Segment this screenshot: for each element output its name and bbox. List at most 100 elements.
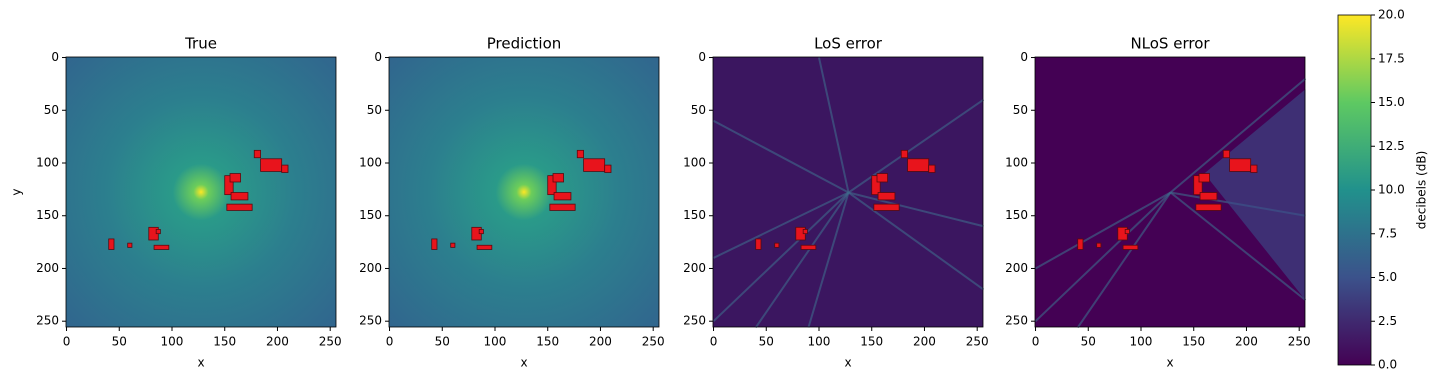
error-streak [1076, 191, 1172, 329]
building [281, 164, 289, 173]
y-axis-label: y [10, 188, 24, 195]
x-tick-label: 150 [213, 335, 236, 349]
error-streak [1169, 191, 1307, 301]
error-streak [713, 191, 849, 259]
y-tick-label: 50 [44, 103, 59, 117]
building [802, 229, 808, 235]
y-tick-label: 150 [683, 208, 706, 222]
x-tick-label: 50 [1081, 335, 1096, 349]
y-tick-label: 100 [683, 155, 706, 169]
building [153, 244, 170, 250]
building [553, 192, 572, 201]
heatmap-image [389, 57, 659, 327]
x-tick-label: 200 [589, 335, 612, 349]
building [1250, 164, 1258, 173]
panel-title: True [184, 35, 217, 53]
y-tick-label: 150 [36, 208, 59, 222]
building [547, 175, 557, 196]
building [907, 158, 930, 172]
x-tick-label: 250 [1288, 335, 1311, 349]
building [871, 175, 881, 196]
building [928, 164, 936, 173]
building [476, 244, 493, 250]
x-tick-label: 250 [966, 335, 989, 349]
y-tick-label: 50 [1013, 103, 1028, 117]
y-tick-label: 250 [359, 314, 382, 328]
x-axis-label: x [1166, 356, 1173, 370]
error-streak [847, 191, 985, 291]
x-tick-label: 200 [1235, 335, 1258, 349]
building [1096, 242, 1102, 248]
axes-frame [388, 56, 660, 328]
building [431, 238, 438, 250]
y-tick-label: 100 [1005, 155, 1028, 169]
building [1199, 192, 1218, 201]
error-streak [807, 192, 850, 328]
building [127, 242, 133, 248]
x-tick-label: 50 [435, 335, 450, 349]
y-tick-label: 100 [36, 155, 59, 169]
x-tick-label: 0 [386, 335, 394, 349]
error-streak [1034, 191, 1172, 322]
error-streak [818, 57, 850, 193]
x-tick-label: 150 [1182, 335, 1205, 349]
building [155, 229, 161, 235]
building [1198, 173, 1210, 183]
building [478, 229, 484, 235]
x-tick-label: 0 [1032, 335, 1040, 349]
y-tick-label: 0 [1020, 50, 1028, 64]
y-tick-label: 100 [359, 155, 382, 169]
colorbar [1337, 14, 1372, 366]
x-tick-label: 150 [536, 335, 559, 349]
colorbar-tick-label: 5.0 [1378, 270, 1397, 284]
building [1229, 158, 1252, 172]
colorbar-tick-label: 2.5 [1378, 314, 1397, 328]
x-tick-label: 200 [913, 335, 936, 349]
building [1077, 238, 1084, 250]
error-streak [848, 191, 984, 228]
building [1124, 229, 1130, 235]
y-tick-label: 250 [1005, 314, 1028, 328]
y-tick-label: 0 [51, 50, 59, 64]
building [1193, 175, 1203, 196]
colorbar-tick-label: 20.0 [1378, 8, 1405, 22]
colorbar-tick-label: 15.0 [1378, 95, 1405, 109]
building [604, 164, 612, 173]
building [253, 149, 261, 159]
x-tick-label: 250 [642, 335, 665, 349]
x-tick-label: 0 [710, 335, 718, 349]
building [576, 149, 584, 159]
building [552, 173, 564, 183]
colorbar-tick-label: 10.0 [1378, 183, 1405, 197]
building [877, 192, 896, 201]
panel-title: NLoS error [1130, 35, 1210, 53]
building [226, 203, 253, 211]
x-axis-label: x [197, 356, 204, 370]
building [800, 244, 817, 250]
x-tick-label: 50 [759, 335, 774, 349]
colorbar-label: decibels (dB) [1415, 151, 1429, 230]
y-tick-label: 50 [367, 103, 382, 117]
y-tick-label: 150 [1005, 208, 1028, 222]
building [774, 242, 780, 248]
y-tick-label: 150 [359, 208, 382, 222]
x-tick-label: 0 [63, 335, 71, 349]
building [108, 238, 115, 250]
y-tick-label: 200 [359, 261, 382, 275]
error-region [1204, 89, 1306, 301]
y-tick-label: 250 [683, 314, 706, 328]
y-tick-label: 0 [374, 50, 382, 64]
building [229, 173, 241, 183]
x-tick-label: 250 [319, 335, 342, 349]
x-tick-label: 100 [808, 335, 831, 349]
x-axis-label: x [520, 356, 527, 370]
building [260, 158, 283, 172]
colorbar-tick-label: 17.5 [1378, 51, 1405, 65]
panel-title: LoS error [814, 35, 883, 53]
panel-title: Prediction [487, 35, 562, 53]
y-tick-label: 200 [683, 261, 706, 275]
y-tick-label: 50 [691, 103, 706, 117]
building [549, 203, 576, 211]
building [876, 173, 888, 183]
y-tick-label: 200 [1005, 261, 1028, 275]
